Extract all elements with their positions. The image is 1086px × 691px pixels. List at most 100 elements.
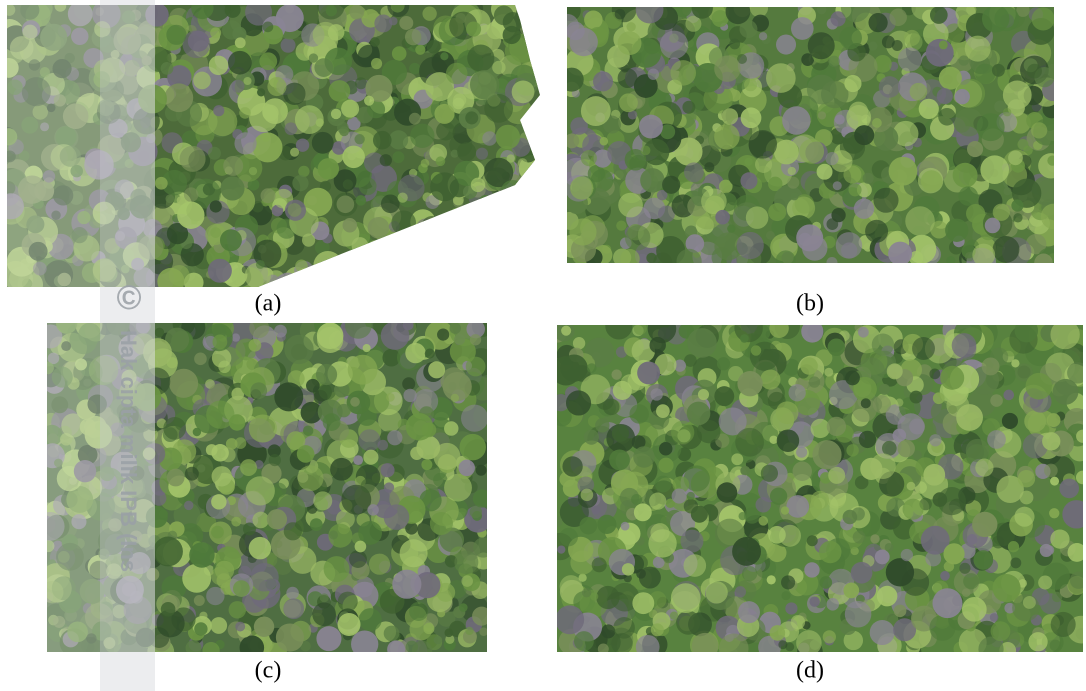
canopy-texture — [257, 88, 265, 96]
canopy-texture — [283, 83, 305, 105]
canopy-texture — [959, 55, 969, 65]
canopy-texture — [888, 242, 912, 266]
canopy-texture — [386, 393, 395, 402]
canopy-texture — [518, 215, 543, 240]
canopy-texture — [406, 413, 433, 440]
canopy-texture — [593, 71, 613, 91]
canopy-texture — [740, 334, 749, 343]
canopy-texture — [929, 368, 940, 379]
canopy-texture — [355, 269, 375, 289]
canopy-texture — [525, 201, 550, 226]
canopy-texture — [305, 264, 331, 290]
canopy-texture — [295, 260, 308, 273]
canopy-texture — [887, 363, 903, 379]
canopy-texture — [828, 467, 845, 484]
canopy-texture — [807, 535, 818, 546]
canopy-texture — [932, 588, 962, 618]
canopy-texture — [384, 504, 410, 530]
canopy-texture — [231, 517, 241, 527]
canopy-texture — [186, 640, 202, 656]
canopy-texture — [202, 642, 219, 659]
canopy-texture — [600, 137, 609, 146]
canopy-texture — [524, 24, 533, 33]
canopy-texture — [310, 518, 323, 531]
canopy-texture — [285, 122, 298, 135]
canopy-texture — [844, 75, 861, 92]
canopy-texture — [476, 231, 494, 249]
canopy-texture — [1031, 122, 1047, 138]
canopy-texture — [958, 186, 978, 206]
canopy-texture — [437, 329, 449, 341]
caption: (a) — [255, 291, 282, 317]
canopy-texture — [946, 256, 955, 265]
canopy-texture — [634, 322, 647, 335]
canopy-texture — [658, 458, 673, 473]
canopy-texture — [281, 38, 296, 53]
canopy-texture — [438, 243, 462, 267]
canopy-texture — [346, 261, 358, 273]
canopy-texture — [687, 402, 711, 426]
canopy-texture — [592, 557, 607, 572]
canopy-texture — [477, 200, 485, 208]
canopy-texture — [166, 25, 186, 45]
canopy-texture — [735, 428, 764, 457]
canopy-texture — [380, 463, 394, 477]
canopy-texture — [250, 382, 267, 399]
canopy-texture — [751, 345, 761, 355]
canopy-texture — [240, 635, 265, 660]
canopy-texture — [504, 228, 524, 248]
canopy-texture — [215, 561, 234, 580]
canopy-texture — [193, 72, 211, 90]
canopy-texture — [650, 388, 662, 400]
canopy-texture — [929, 434, 941, 446]
canopy-texture — [369, 554, 390, 575]
canopy-texture — [409, 113, 421, 125]
canopy-texture — [564, 133, 579, 148]
canopy-texture — [845, 371, 860, 386]
canopy-texture — [618, 31, 642, 55]
canopy-texture — [940, 571, 950, 581]
canopy-texture — [261, 188, 276, 203]
canopy-texture — [967, 141, 983, 157]
canopy-texture — [520, 261, 535, 276]
canopy-texture — [910, 83, 928, 101]
canopy-texture — [963, 573, 979, 589]
canopy-texture — [898, 48, 922, 72]
canopy-texture — [316, 626, 341, 651]
canopy-texture — [741, 107, 762, 128]
canopy-texture — [1002, 413, 1018, 429]
canopy-texture — [649, 493, 666, 510]
canopy-texture — [297, 445, 315, 463]
canopy-texture — [634, 503, 652, 521]
canopy-texture — [557, 545, 565, 553]
canopy-texture — [621, 522, 630, 531]
canopy-texture — [705, 581, 727, 603]
canopy-texture — [329, 80, 351, 102]
canopy-texture — [384, 233, 402, 251]
canopy-texture — [616, 220, 626, 230]
canopy-texture — [317, 322, 344, 349]
canopy-texture — [235, 37, 246, 48]
canopy-texture — [494, 6, 514, 26]
canopy-texture — [769, 319, 789, 339]
canopy-texture — [819, 576, 832, 589]
canopy-texture — [417, 232, 439, 254]
canopy-texture — [384, 259, 404, 279]
canopy-texture — [361, 479, 375, 493]
canopy-texture — [817, 5, 826, 14]
canopy-texture — [626, 22, 635, 31]
canopy-texture — [481, 228, 500, 247]
canopy-texture — [972, 244, 995, 267]
canopy-texture — [470, 334, 481, 345]
canopy-texture — [592, 352, 601, 361]
canopy-texture — [973, 550, 993, 570]
canopy-texture — [612, 425, 629, 442]
canopy-texture — [684, 162, 704, 182]
canopy-texture — [1010, 557, 1021, 568]
canopy-texture — [507, 205, 523, 221]
canopy-texture — [155, 328, 165, 338]
canopy-texture — [387, 640, 405, 658]
canopy-texture — [618, 193, 643, 218]
canopy-texture — [833, 181, 842, 190]
canopy-texture — [184, 187, 199, 202]
